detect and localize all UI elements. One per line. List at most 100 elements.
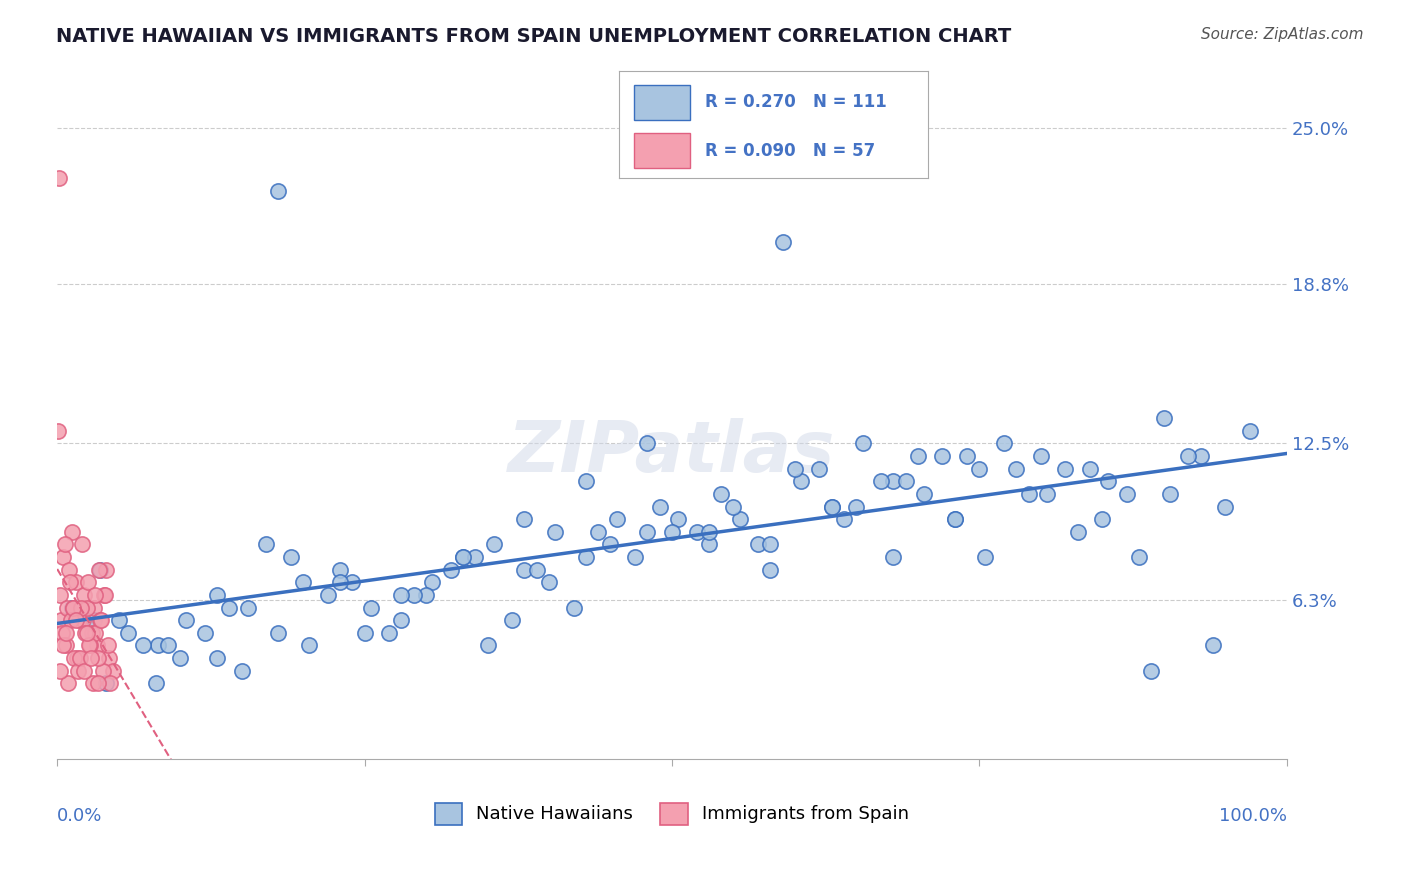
Point <box>415 588 437 602</box>
Point <box>759 537 782 551</box>
Point <box>75 625 97 640</box>
Point <box>89 613 111 627</box>
Point <box>747 537 769 551</box>
Point <box>710 487 733 501</box>
Point <box>808 461 831 475</box>
Point <box>420 575 443 590</box>
Point <box>943 512 966 526</box>
Point <box>80 625 103 640</box>
Point <box>55 639 77 653</box>
Legend: Native Hawaiians, Immigrants from Spain: Native Hawaiians, Immigrants from Spain <box>427 796 917 831</box>
Point <box>513 563 536 577</box>
Point <box>1005 461 1028 475</box>
Point <box>974 550 997 565</box>
Point <box>55 625 77 640</box>
Point <box>58 563 80 577</box>
Point <box>87 651 110 665</box>
Text: NATIVE HAWAIIAN VS IMMIGRANTS FROM SPAIN UNEMPLOYMENT CORRELATION CHART: NATIVE HAWAIIAN VS IMMIGRANTS FROM SPAIN… <box>56 27 1011 45</box>
Point <box>537 575 560 590</box>
FancyBboxPatch shape <box>634 86 690 120</box>
Text: R = 0.090   N = 57: R = 0.090 N = 57 <box>706 142 876 160</box>
Point <box>943 512 966 526</box>
Point <box>772 235 794 249</box>
Point <box>329 575 352 590</box>
Point <box>606 512 628 526</box>
Point <box>1054 461 1077 475</box>
Point <box>697 524 720 539</box>
Point <box>87 676 110 690</box>
Text: Source: ZipAtlas.com: Source: ZipAtlas.com <box>1201 27 1364 42</box>
Point <box>280 550 302 565</box>
Point <box>882 475 904 489</box>
Point <box>205 588 228 602</box>
Point <box>969 461 991 475</box>
Point <box>1066 524 1088 539</box>
Point <box>1128 550 1150 565</box>
Point <box>1018 487 1040 501</box>
Point <box>70 537 93 551</box>
Point <box>98 676 121 690</box>
Point <box>62 600 84 615</box>
Point <box>845 500 868 514</box>
Point <box>1091 512 1114 526</box>
Point <box>69 651 91 665</box>
Point <box>451 550 474 565</box>
Point <box>1097 475 1119 489</box>
Point <box>90 613 112 627</box>
Point <box>218 600 240 615</box>
Point <box>48 171 70 186</box>
Point <box>353 625 375 640</box>
Point <box>56 600 79 615</box>
Point <box>87 563 110 577</box>
Point <box>956 449 979 463</box>
Point <box>236 600 259 615</box>
Point <box>832 512 855 526</box>
Point <box>76 600 98 615</box>
Point <box>60 600 83 615</box>
Point <box>759 563 782 577</box>
Point <box>636 436 658 450</box>
Text: ZIPatlas: ZIPatlas <box>508 417 835 487</box>
Point <box>993 436 1015 450</box>
Point <box>1078 461 1101 475</box>
Point <box>851 436 873 450</box>
Point <box>931 449 953 463</box>
Point <box>83 588 105 602</box>
Point <box>482 537 505 551</box>
Point <box>666 512 689 526</box>
Point <box>316 588 339 602</box>
Point <box>52 550 75 565</box>
Point <box>48 588 70 602</box>
Point <box>292 575 315 590</box>
Point <box>58 676 80 690</box>
Point <box>907 449 929 463</box>
Point <box>65 613 87 627</box>
Point <box>146 639 169 653</box>
Point <box>117 625 139 640</box>
Point <box>145 676 167 690</box>
Point <box>464 550 486 565</box>
Point <box>723 500 745 514</box>
Point <box>1036 487 1059 501</box>
Point <box>72 613 94 627</box>
Point <box>1189 449 1212 463</box>
Text: 0.0%: 0.0% <box>58 806 103 825</box>
Point <box>169 651 191 665</box>
Text: 100.0%: 100.0% <box>1219 806 1286 825</box>
Point <box>391 588 413 602</box>
Point <box>513 512 536 526</box>
Point <box>360 600 382 615</box>
Point <box>402 588 425 602</box>
Point <box>1029 449 1052 463</box>
Point <box>661 524 683 539</box>
Point <box>84 625 107 640</box>
Point <box>267 625 290 640</box>
Point <box>1202 639 1225 653</box>
Point <box>391 613 413 627</box>
Point <box>48 424 70 438</box>
Text: R = 0.270   N = 111: R = 0.270 N = 111 <box>706 94 887 112</box>
Point <box>378 625 401 640</box>
Point <box>67 613 90 627</box>
Point <box>67 664 90 678</box>
Point <box>107 613 129 627</box>
